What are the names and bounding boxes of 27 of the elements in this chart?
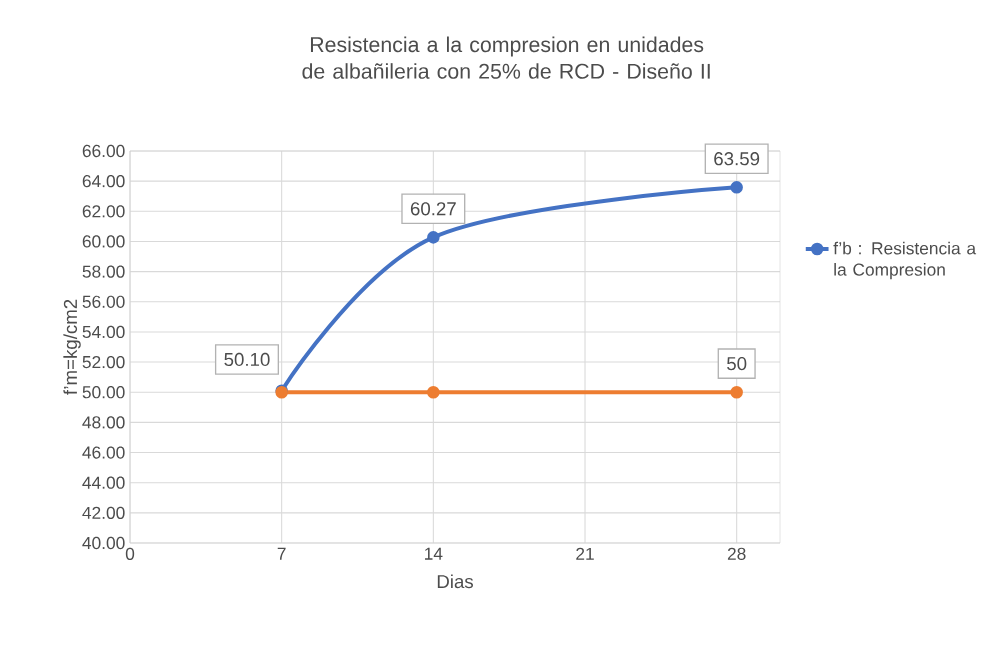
data-label: 50 [727,357,747,371]
y-tick-label: 42.00 [82,506,125,519]
y-tick-label: 44.00 [82,476,125,489]
x-tick-label: 14 [425,547,443,560]
y-axis-title: f’m=kg/cm2 [63,299,81,395]
x-tick-label: 28 [727,547,746,560]
x-axis-title: Dias [437,574,473,589]
chart-title: Resistencia a la compresion en unidades de albañileria con 25% de RCD - Diseño II [302,36,710,79]
y-tick-label: 66.00 [82,144,125,158]
y-tick-label: 64.00 [82,175,125,188]
y-tick-label: 58.00 [82,265,125,278]
y-tick-label: 40.00 [82,536,125,550]
data-label: 60.27 [410,202,456,216]
y-tick-label: 60.00 [82,235,125,248]
data-label: 63.59 [714,152,760,166]
y-tick-label: 54.00 [82,325,125,339]
y-tick-label: 52.00 [82,355,125,369]
x-tick-label: 21 [576,547,594,560]
data-label: 50.10 [224,352,270,367]
legend-label: f’b : Resistencia a la Compresion [833,241,977,280]
y-tick-label: 56.00 [82,295,125,308]
y-tick-label: 62.00 [82,205,125,218]
x-tick-label: 0 [125,547,135,560]
y-tick-label: 48.00 [82,416,125,429]
x-tick-label: 7 [277,547,286,560]
y-tick-label: 50.00 [82,386,125,399]
y-tick-label: 46.00 [82,446,125,459]
